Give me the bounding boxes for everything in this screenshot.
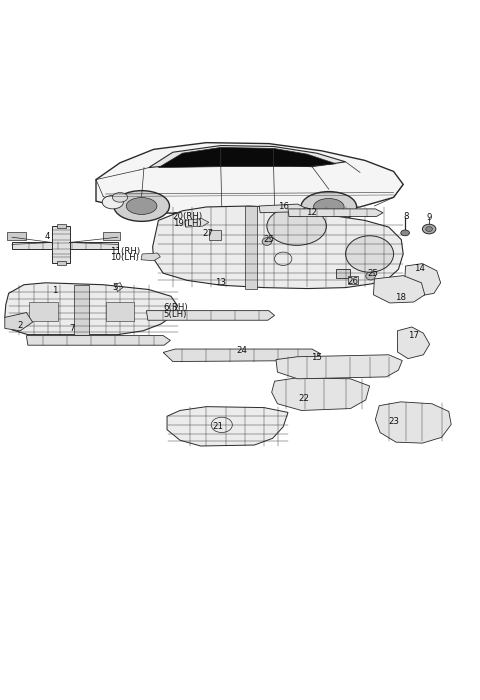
Text: 15: 15 <box>312 353 322 362</box>
Ellipse shape <box>262 238 272 246</box>
Polygon shape <box>7 232 26 239</box>
Ellipse shape <box>301 192 357 223</box>
Polygon shape <box>96 143 403 216</box>
Text: 22: 22 <box>299 395 309 403</box>
Ellipse shape <box>267 207 326 246</box>
Polygon shape <box>245 206 257 288</box>
Text: 5(LH): 5(LH) <box>164 311 187 319</box>
Polygon shape <box>221 148 274 167</box>
Text: 14: 14 <box>415 264 425 273</box>
Bar <box>29 302 58 321</box>
Text: 25: 25 <box>264 235 274 244</box>
Text: 20(RH): 20(RH) <box>172 212 202 221</box>
Text: 11(RH): 11(RH) <box>110 246 140 256</box>
Polygon shape <box>185 218 209 227</box>
Polygon shape <box>167 407 288 446</box>
Polygon shape <box>57 261 66 265</box>
Text: 13: 13 <box>216 279 226 287</box>
Text: 21: 21 <box>212 422 223 431</box>
Text: 3: 3 <box>112 283 118 292</box>
Text: 17: 17 <box>408 331 419 340</box>
Polygon shape <box>74 285 89 335</box>
Text: 26: 26 <box>348 277 359 286</box>
Bar <box>106 302 134 321</box>
Polygon shape <box>397 327 430 358</box>
Polygon shape <box>259 204 305 213</box>
Text: 8: 8 <box>403 212 409 221</box>
Text: 9: 9 <box>427 214 432 223</box>
Bar <box>348 276 358 284</box>
Polygon shape <box>103 232 120 239</box>
Text: 24: 24 <box>236 346 247 356</box>
Text: 2: 2 <box>17 321 23 330</box>
Text: 12: 12 <box>306 208 316 217</box>
Text: 6(RH): 6(RH) <box>163 303 188 312</box>
Text: 1: 1 <box>52 286 58 295</box>
Polygon shape <box>404 264 441 296</box>
Polygon shape <box>26 335 170 345</box>
Text: 23: 23 <box>388 416 399 426</box>
Text: 10(LH): 10(LH) <box>110 253 139 262</box>
Bar <box>209 230 221 239</box>
Polygon shape <box>57 224 66 228</box>
Ellipse shape <box>112 193 128 202</box>
Polygon shape <box>158 148 221 167</box>
Polygon shape <box>5 283 178 335</box>
Ellipse shape <box>366 272 375 280</box>
Polygon shape <box>146 311 275 320</box>
Polygon shape <box>288 209 383 216</box>
Polygon shape <box>272 378 370 410</box>
Text: 4: 4 <box>44 232 50 241</box>
Ellipse shape <box>426 227 432 232</box>
Text: 18: 18 <box>396 293 406 302</box>
Text: 27: 27 <box>203 230 214 238</box>
Polygon shape <box>276 355 402 379</box>
Text: 7: 7 <box>69 324 75 333</box>
Ellipse shape <box>401 230 409 236</box>
Polygon shape <box>336 270 350 278</box>
Polygon shape <box>149 146 346 167</box>
Polygon shape <box>52 226 70 262</box>
Ellipse shape <box>102 195 123 209</box>
Text: 16: 16 <box>278 202 288 211</box>
Polygon shape <box>12 242 118 249</box>
Ellipse shape <box>313 199 344 216</box>
Ellipse shape <box>126 197 157 214</box>
Polygon shape <box>373 276 425 303</box>
Ellipse shape <box>346 236 394 272</box>
Polygon shape <box>163 349 321 361</box>
Text: 25: 25 <box>367 270 378 278</box>
Ellipse shape <box>114 190 169 221</box>
Text: 19(LH): 19(LH) <box>173 219 202 228</box>
Polygon shape <box>153 206 403 288</box>
Polygon shape <box>141 253 160 260</box>
Polygon shape <box>375 402 451 443</box>
Polygon shape <box>274 148 336 167</box>
Ellipse shape <box>422 224 436 234</box>
Polygon shape <box>5 313 33 331</box>
